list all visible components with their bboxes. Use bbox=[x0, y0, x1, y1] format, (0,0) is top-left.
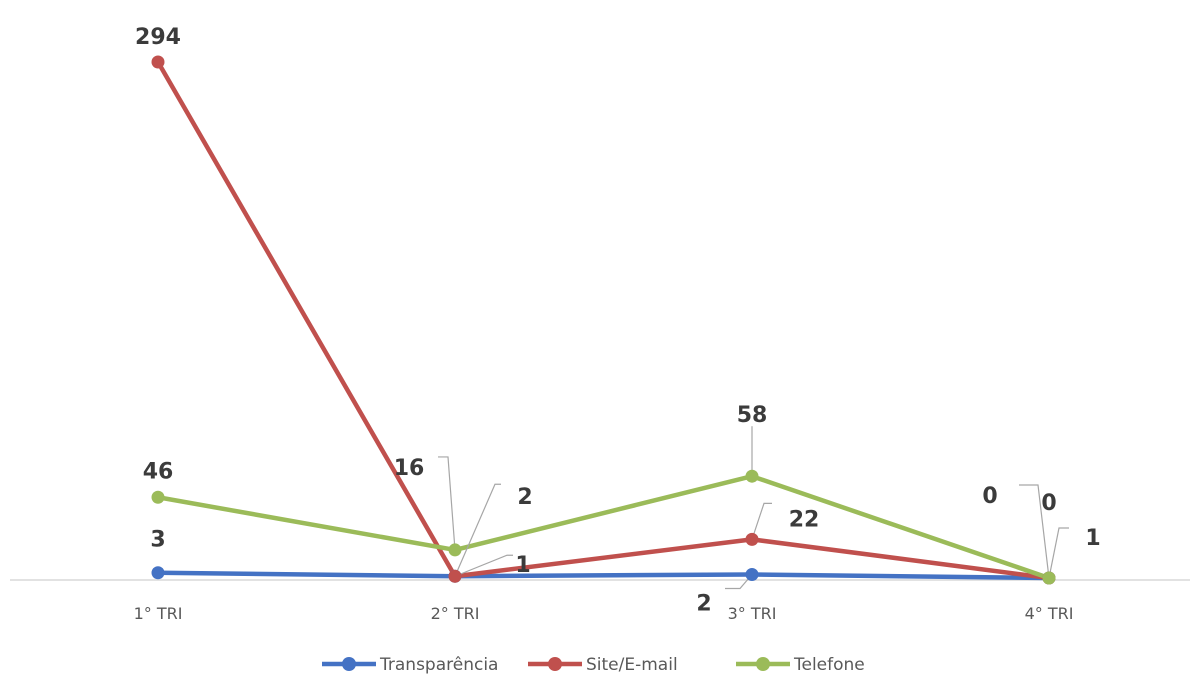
series-line-1 bbox=[155, 59, 1052, 581]
x-tick-label-3: 4° TRI bbox=[1025, 604, 1074, 623]
x-tick-label-2: 3° TRI bbox=[728, 604, 777, 623]
legend-label-2: Telefone bbox=[793, 655, 865, 675]
point-s2-1 bbox=[448, 543, 462, 557]
data-label-1-0: 294 bbox=[135, 25, 181, 50]
legend-label-0: Transparência bbox=[379, 655, 498, 675]
data-label-1-1: 2 bbox=[517, 485, 532, 510]
data-label-1-2: 22 bbox=[789, 507, 820, 532]
legend-marker-2 bbox=[756, 657, 770, 671]
data-label-0-1: 1 bbox=[515, 553, 530, 578]
data-label-2-2: 58 bbox=[737, 403, 768, 428]
leader-line-0-3 bbox=[1048, 527, 1069, 579]
series-lines bbox=[155, 59, 1052, 581]
point-s1-1 bbox=[448, 569, 462, 583]
data-label-0-2: 2 bbox=[696, 591, 711, 616]
point-s0-2 bbox=[745, 567, 759, 581]
legend-marker-1 bbox=[548, 657, 562, 671]
series-line-0 bbox=[155, 570, 1052, 581]
leader-line-0-1 bbox=[454, 554, 513, 577]
leader-line-2-1 bbox=[438, 456, 456, 550]
leader-line-1-1 bbox=[454, 483, 501, 577]
data-label-2-0: 46 bbox=[143, 459, 174, 484]
point-s2-2 bbox=[745, 469, 759, 483]
series-markers bbox=[151, 55, 1056, 585]
x-tick-label-0: 1° TRI bbox=[134, 604, 183, 623]
x-tick-label-1: 2° TRI bbox=[431, 604, 480, 623]
data-label-1-3: 0 bbox=[1041, 491, 1056, 516]
point-s1-0 bbox=[151, 55, 165, 69]
leader-line-1-2 bbox=[751, 502, 772, 540]
point-s1-2 bbox=[745, 532, 759, 546]
series-line-2 bbox=[155, 473, 1052, 581]
point-s0-0 bbox=[151, 566, 165, 580]
data-label-0-0: 3 bbox=[150, 528, 165, 553]
point-s2-3 bbox=[1042, 571, 1056, 585]
legend-marker-0 bbox=[342, 657, 356, 671]
legend: Transparência Site/E-mail Telefone bbox=[322, 655, 865, 675]
data-label-2-1: 16 bbox=[394, 456, 425, 481]
leader-line-2-3 bbox=[1019, 484, 1050, 579]
data-label-0-3: 1 bbox=[1085, 526, 1100, 551]
data-label-2-3: 0 bbox=[982, 484, 997, 509]
leader-lines bbox=[438, 426, 1069, 590]
x-tick-labels: 1° TRI 2° TRI 3° TRI 4° TRI bbox=[134, 604, 1074, 623]
point-s2-0 bbox=[151, 490, 165, 504]
legend-label-1: Site/E-mail bbox=[586, 655, 678, 675]
